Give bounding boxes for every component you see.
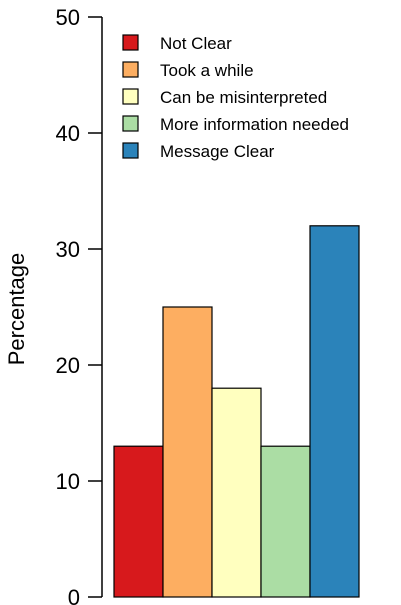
- y-tick-label: 10: [56, 469, 80, 494]
- bar-more-information-needed: [260, 445, 311, 598]
- y-tick-label: 30: [56, 237, 80, 262]
- bars: [113, 225, 360, 598]
- y-tick-label: 0: [68, 585, 80, 605]
- legend-label: Took a while: [160, 61, 254, 80]
- legend-swatch: [122, 34, 139, 51]
- y-tick-label: 40: [56, 121, 80, 146]
- bar-can-be-misinterpreted: [211, 387, 262, 598]
- bar-message-clear: [309, 225, 360, 598]
- legend-swatch: [122, 88, 139, 105]
- legend-swatch: [122, 61, 139, 78]
- bar-not-clear: [113, 445, 164, 598]
- legend-label: Message Clear: [160, 142, 275, 161]
- legend-swatch: [122, 115, 139, 132]
- y-tick-label: 20: [56, 353, 80, 378]
- y-axis-title: Percentage: [4, 253, 29, 366]
- legend: Not Clear Took a while Can be misinterpret…: [122, 34, 349, 161]
- bar-took-a-while: [162, 306, 213, 598]
- legend-swatch: [122, 142, 139, 159]
- y-tick-label: 50: [56, 5, 80, 30]
- legend-label: More information needed: [160, 115, 349, 134]
- legend-label: Can be misinterpreted: [160, 88, 327, 107]
- y-axis: 0 10 20 30 40 50: [56, 5, 103, 605]
- legend-label: Not Clear: [160, 34, 232, 53]
